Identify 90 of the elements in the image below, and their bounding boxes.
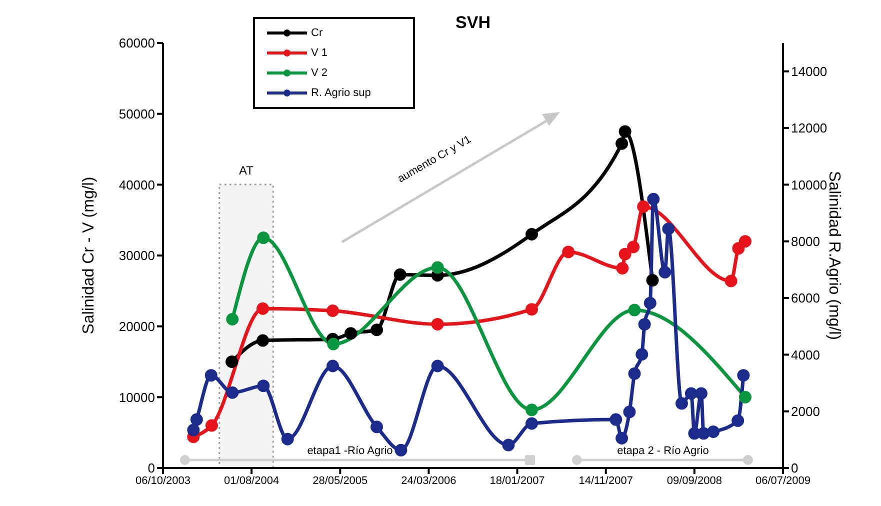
point (526, 404, 538, 416)
point (732, 242, 745, 255)
y-tick-label: 50000 (118, 106, 155, 122)
legend-label: V 2 (311, 67, 328, 79)
legend-label: V 1 (311, 47, 328, 59)
point (281, 432, 294, 446)
point (646, 274, 659, 287)
y-axis-title: Salinidad Cr - V (mg/l) (80, 176, 98, 334)
y-tick-label: 40000 (118, 177, 155, 192)
point (644, 296, 656, 310)
point (616, 262, 629, 274)
y-tick-label: 20000 (118, 318, 155, 334)
point (526, 228, 538, 240)
point (724, 274, 738, 288)
legend-label: Cr (311, 27, 323, 39)
point (502, 438, 515, 452)
x-tick-label: 28/05/2005 (312, 474, 368, 487)
point (256, 334, 270, 347)
point (431, 261, 444, 274)
x-tick-label: 06/07/2009 (755, 474, 811, 487)
band-label: AT (239, 164, 254, 178)
point (628, 304, 641, 316)
point (370, 420, 383, 434)
point (616, 432, 628, 444)
point (257, 232, 270, 244)
point (326, 304, 340, 317)
y-tick-label: 60000 (118, 36, 155, 51)
point (370, 324, 383, 336)
point (618, 125, 632, 138)
y2-axis-title: Salinidad R.Agrio (mg/l) (825, 171, 842, 340)
x-tick-label: 24/03/2006 (401, 474, 456, 487)
point (675, 397, 688, 410)
x-tick-label: 01/08/2004 (224, 474, 280, 487)
point (684, 387, 698, 400)
point (526, 303, 538, 316)
y2-tick-label: 6000 (791, 290, 820, 306)
point (636, 348, 648, 361)
point (344, 327, 358, 340)
point (326, 360, 340, 372)
point (226, 386, 239, 399)
point (623, 406, 636, 418)
point (637, 200, 650, 213)
point (226, 356, 238, 368)
point (327, 338, 340, 350)
y2-tick-label: 2000 (791, 404, 820, 419)
point (618, 248, 632, 260)
x-tick-label: 14/11/2007 (578, 474, 633, 487)
point (737, 369, 750, 382)
chart-title: SVH (456, 13, 490, 32)
y2-tick-label: 12000 (791, 120, 828, 136)
y2-tick-label: 4000 (791, 347, 820, 362)
point (732, 414, 744, 427)
point (226, 313, 239, 326)
point (627, 240, 640, 254)
point (431, 318, 444, 330)
point (394, 444, 408, 456)
point (638, 318, 651, 331)
x-tick-label: 06/10/2003 (135, 474, 191, 487)
point (616, 137, 628, 150)
point (658, 266, 672, 278)
y-tick-label: 30000 (118, 248, 155, 264)
point (694, 387, 708, 400)
point (204, 369, 218, 382)
point (628, 367, 641, 380)
point (526, 417, 538, 430)
annotation: etapa1 -Río Agrio (307, 445, 393, 457)
point (187, 424, 200, 436)
point (647, 192, 660, 206)
point (205, 419, 218, 432)
x-tick-label: 18/01/2007 (490, 474, 545, 487)
y2-tick-label: 0 (791, 460, 798, 476)
point (562, 246, 575, 258)
point (394, 268, 406, 281)
y2-tick-label: 8000 (791, 234, 820, 249)
y-tick-label: 0 (148, 460, 155, 476)
point (431, 360, 444, 372)
point (662, 222, 675, 236)
x-tick-label: 09/09/2008 (666, 474, 722, 487)
point (707, 425, 720, 438)
point (738, 235, 752, 248)
y2-tick-label: 14000 (791, 64, 828, 79)
point (257, 380, 270, 392)
annotation: etapa 2 - Río Agrio (617, 445, 709, 457)
point (190, 413, 203, 426)
y2-tick-label: 10000 (791, 177, 828, 192)
y-tick-label: 10000 (118, 390, 155, 405)
legend-label: R. Agrio sup (311, 87, 371, 99)
point (256, 302, 270, 315)
point (610, 413, 622, 426)
point (738, 390, 752, 404)
